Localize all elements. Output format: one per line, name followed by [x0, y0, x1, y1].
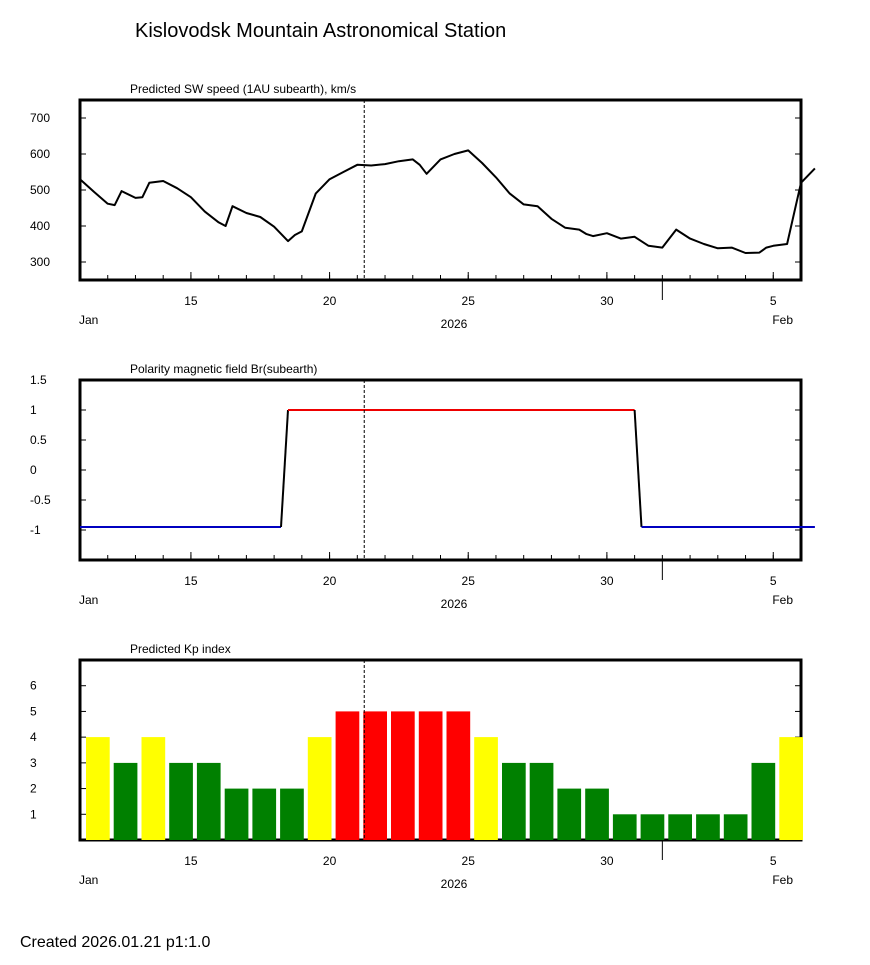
kp-bar: [640, 814, 665, 840]
y-tick-label: 600: [30, 147, 50, 161]
kp-bar: [113, 762, 138, 840]
year-label: 2026: [441, 317, 468, 331]
year-label: 2026: [441, 877, 468, 891]
y-tick-label: 1.5: [30, 373, 47, 387]
x-tick-label: 20: [323, 574, 337, 588]
kp-bar: [751, 762, 776, 840]
kp-bar: [585, 788, 609, 840]
y-tick-label: 0.5: [30, 433, 47, 447]
kp-bar: [418, 711, 443, 840]
x-tick-label: 30: [600, 574, 614, 588]
kp-bar: [723, 814, 748, 840]
kp-bar: [196, 762, 221, 840]
kp-bar: [141, 737, 166, 840]
year-label: 2026: [441, 597, 468, 611]
chart-panel-2: Polarity magnetic field Br(subearth) -1 -0…: [30, 362, 815, 611]
page-title: Kislovodsk Mountain Astronomical Station: [135, 20, 507, 42]
kp-bar: [224, 788, 249, 840]
kp-bar: [280, 788, 304, 840]
kp-bar: [668, 814, 692, 840]
y-tick-label: 5: [30, 704, 37, 718]
y-tick-label: -0.5: [30, 493, 51, 507]
y-tick-label: 700: [30, 111, 50, 125]
y-tick-label: 2: [30, 782, 37, 796]
y-tick-label: 1: [30, 807, 37, 821]
plot-frame: [78, 98, 803, 282]
x-tick-label: 20: [323, 294, 337, 308]
chart-panel-1: Predicted SW speed (1AU subearth), km/s 3…: [30, 82, 816, 331]
kp-bar: [252, 788, 277, 840]
x-tick-label: 5: [770, 854, 777, 868]
x-tick-label: 30: [600, 294, 614, 308]
kp-bar: [391, 711, 415, 840]
y-tick-label: 500: [30, 183, 50, 197]
chart-title: Predicted Kp index: [130, 642, 231, 656]
x-tick-label: 15: [184, 294, 198, 308]
kp-bar: [335, 711, 360, 840]
kp-bar: [696, 814, 720, 840]
x-tick-label: 5: [770, 294, 777, 308]
month-label-feb: Feb: [772, 873, 793, 887]
x-tick-label: 25: [462, 854, 476, 868]
kp-bar: [779, 737, 803, 840]
kp-bar: [169, 762, 193, 840]
y-tick-label: 400: [30, 219, 50, 233]
x-tick-label: 5: [770, 574, 777, 588]
x-tick-label: 30: [600, 854, 614, 868]
kp-bar: [307, 737, 332, 840]
month-label-feb: Feb: [772, 593, 793, 607]
y-tick-label: 3: [30, 756, 37, 770]
y-tick-label: 4: [30, 730, 37, 744]
month-label-jan: Jan: [79, 313, 98, 327]
series-line-2: [280, 409, 289, 528]
month-label-jan: Jan: [79, 593, 98, 607]
x-tick-label: 20: [323, 854, 337, 868]
kp-bar: [474, 737, 498, 840]
month-label-jan: Jan: [79, 873, 98, 887]
series-line-4: [633, 409, 643, 528]
kp-bar: [363, 711, 387, 840]
kp-bar: [446, 711, 471, 840]
series-line-1: [79, 149, 816, 254]
x-tick-label: 15: [184, 854, 198, 868]
x-tick-label: 25: [462, 574, 476, 588]
kp-bar: [502, 762, 526, 840]
month-label-feb: Feb: [772, 313, 793, 327]
chart-title: Predicted SW speed (1AU subearth), km/s: [130, 82, 356, 96]
chart-title: Polarity magnetic field Br(subearth): [130, 362, 317, 376]
x-tick-label: 15: [184, 574, 198, 588]
x-tick-label: 25: [462, 294, 476, 308]
y-tick-label: 300: [30, 255, 50, 269]
footer-created: Created 2026.01.21 p1:1.0: [20, 934, 211, 951]
chart-panel-3: Predicted Kp index 1 2 3 4 5 6 15 20 25 30 5 Jan Feb 2…: [30, 642, 803, 891]
plot-frame: [78, 378, 803, 562]
y-tick-label: 6: [30, 679, 37, 693]
kp-bar: [557, 788, 582, 840]
y-tick-label: -1: [30, 523, 41, 537]
kp-bar: [529, 762, 554, 840]
kp-bar: [86, 737, 110, 840]
kp-bar: [612, 814, 637, 840]
y-tick-label: 1: [30, 403, 37, 417]
y-tick-label: 0: [30, 463, 37, 477]
